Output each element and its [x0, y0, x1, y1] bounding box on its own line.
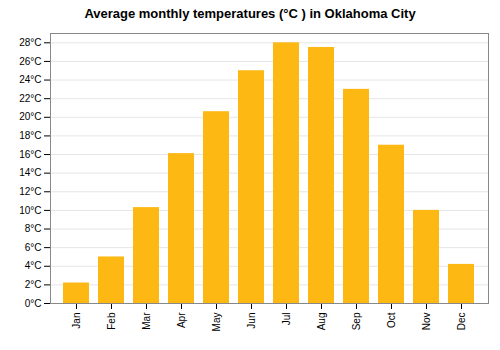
svg-text:Jul: Jul: [281, 313, 292, 326]
svg-text:10°C: 10°C: [19, 205, 41, 216]
svg-text:20°C: 20°C: [19, 111, 41, 122]
svg-text:Jan: Jan: [71, 313, 82, 329]
svg-text:24°C: 24°C: [19, 74, 41, 85]
svg-text:Aug: Aug: [316, 313, 327, 331]
svg-text:Oct: Oct: [386, 312, 397, 328]
svg-text:Feb: Feb: [106, 312, 117, 330]
svg-text:Sep: Sep: [351, 312, 362, 330]
svg-text:Mar: Mar: [141, 312, 152, 330]
svg-text:12°C: 12°C: [19, 186, 41, 197]
svg-text:18°C: 18°C: [19, 130, 41, 141]
svg-text:28°C: 28°C: [19, 37, 41, 48]
svg-text:14°C: 14°C: [19, 167, 41, 178]
svg-text:0°C: 0°C: [25, 298, 42, 309]
html-text:Average monthly temperatures (: Average monthly temperatures (°C ) in Ok…: [84, 6, 416, 21]
svg-text:Nov: Nov: [421, 313, 432, 331]
svg-text:8°C: 8°C: [25, 223, 42, 234]
svg-text:6°C: 6°C: [25, 242, 42, 253]
svg-text:16°C: 16°C: [19, 149, 41, 160]
svg-text:22°C: 22°C: [19, 93, 41, 104]
svg-text:Dec: Dec: [456, 313, 467, 331]
svg-text:2°C: 2°C: [25, 279, 42, 290]
svg-text:26°C: 26°C: [19, 56, 41, 67]
svg-text:Jun: Jun: [246, 313, 257, 329]
svg-text:Apr: Apr: [176, 312, 187, 328]
svg-text:May: May: [211, 313, 222, 332]
svg-text:4°C: 4°C: [25, 260, 42, 271]
